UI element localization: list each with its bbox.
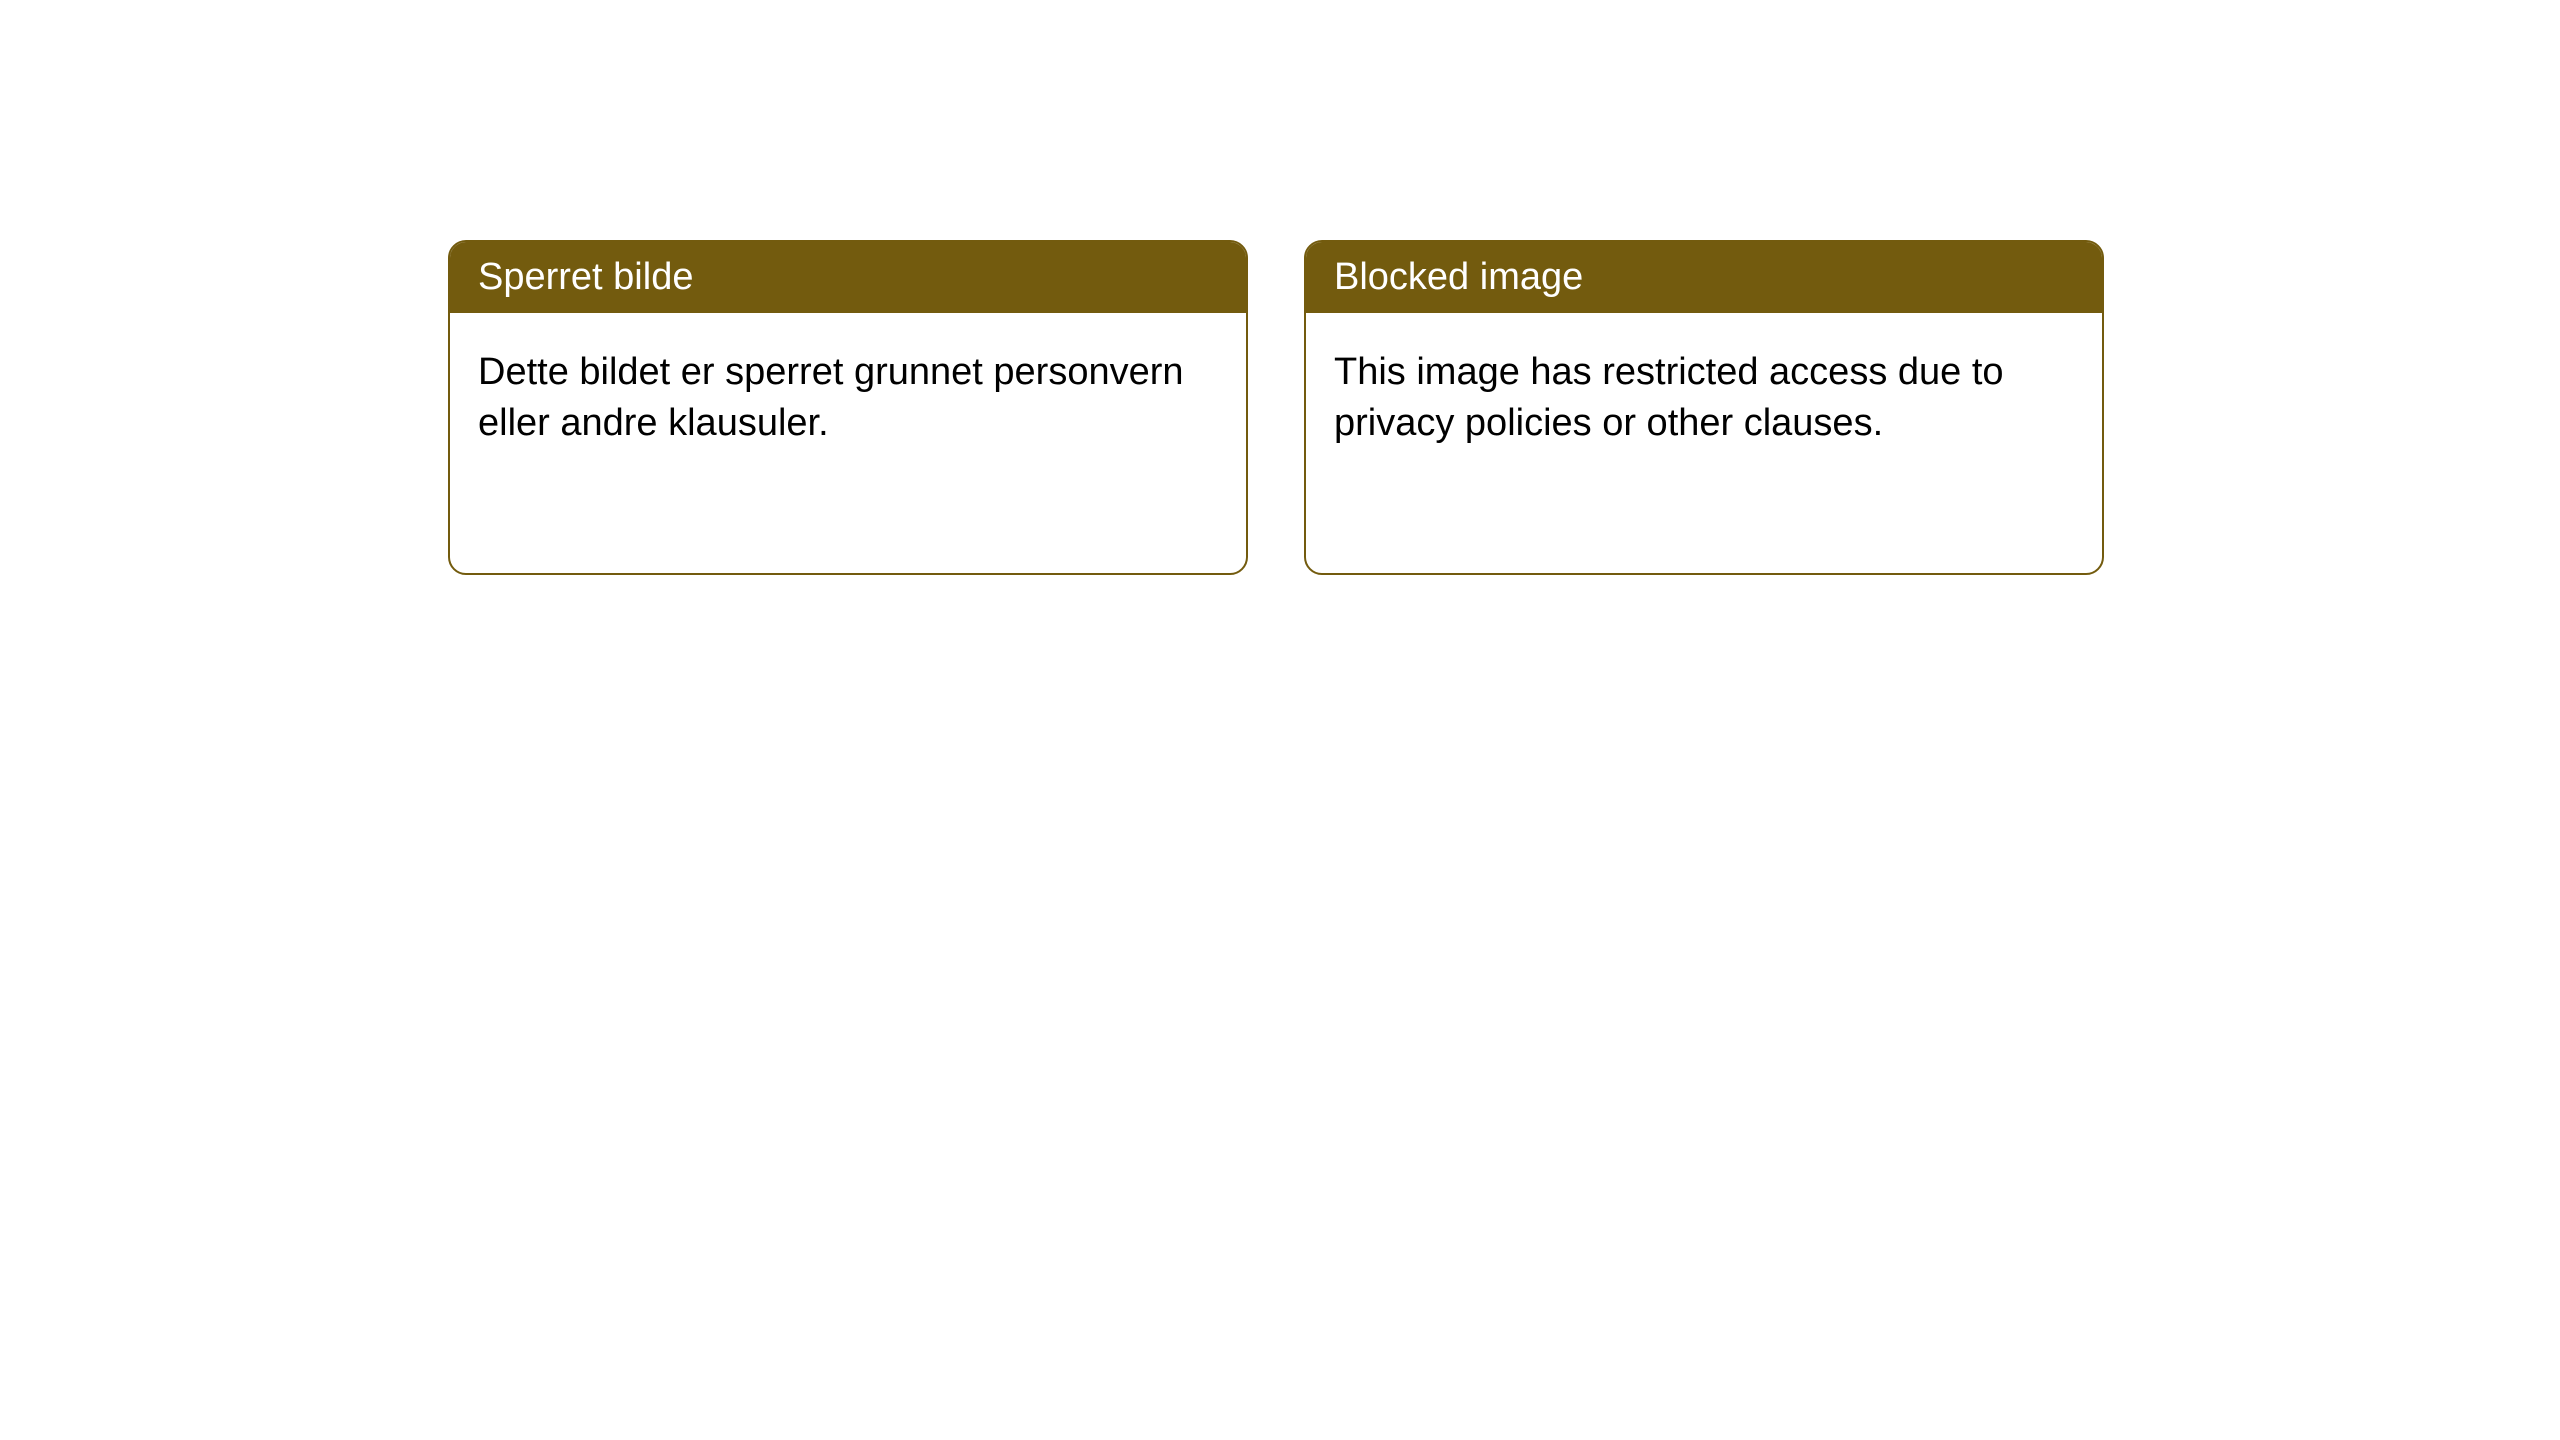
- notice-box-norwegian: Sperret bilde Dette bildet er sperret gr…: [448, 240, 1248, 575]
- notice-header: Sperret bilde: [450, 242, 1246, 313]
- notice-body: This image has restricted access due to …: [1306, 313, 2102, 573]
- notice-container: Sperret bilde Dette bildet er sperret gr…: [0, 0, 2560, 575]
- notice-body: Dette bildet er sperret grunnet personve…: [450, 313, 1246, 573]
- notice-box-english: Blocked image This image has restricted …: [1304, 240, 2104, 575]
- notice-header: Blocked image: [1306, 242, 2102, 313]
